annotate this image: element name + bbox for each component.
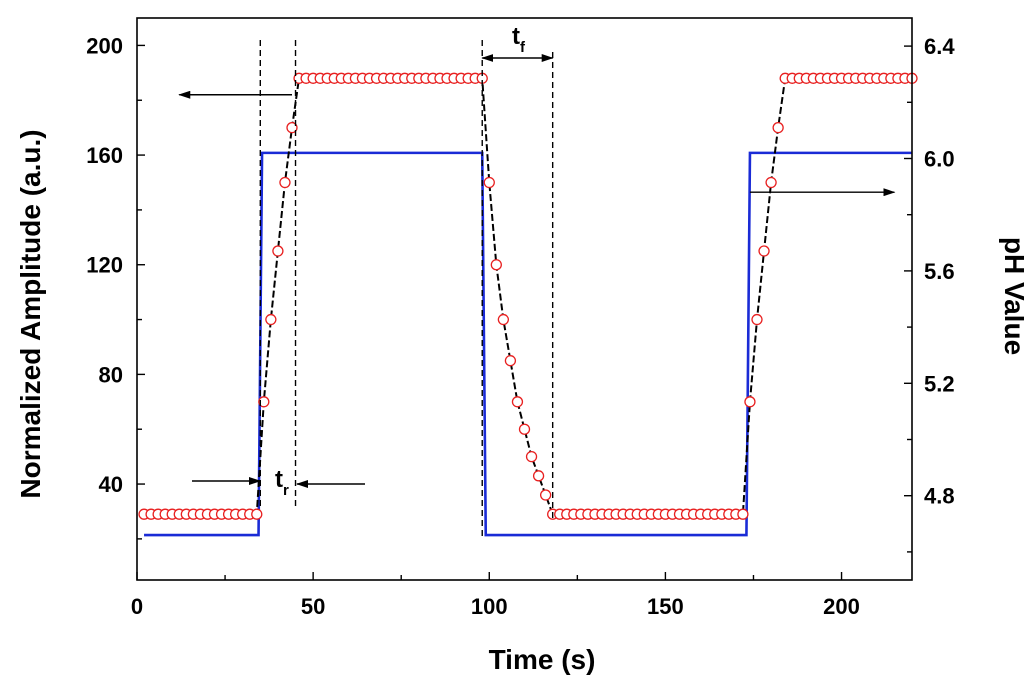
x-tick-label: 150 [647, 594, 684, 619]
series-layer [138, 72, 918, 537]
y-left-axis-title: Normalized Amplitude (a.u.) [15, 129, 46, 498]
y-left-tick-label: 120 [86, 253, 123, 278]
amplitude-point [272, 245, 284, 257]
x-tick-label: 50 [301, 594, 325, 619]
y-right-tick-label: 6.0 [924, 147, 955, 172]
amplitude-point [758, 245, 770, 257]
y-left-tick-label: 80 [99, 362, 123, 387]
fall-time-label: tf [512, 23, 526, 56]
amplitude-point [532, 470, 545, 482]
y-right-tick-label: 4.8 [924, 484, 955, 509]
y-right-axis-title: pH Value [999, 237, 1024, 355]
rise-time-label: tr [275, 466, 289, 499]
amplitude-point [765, 176, 777, 189]
amplitude-point [539, 489, 552, 501]
x-tick-label: 200 [823, 594, 860, 619]
y-right-tick-label: 6.4 [924, 34, 955, 59]
amplitude-point [772, 122, 784, 134]
plot-background [137, 18, 912, 580]
y-right-tick-label: 5.2 [924, 371, 955, 396]
amplitude-point [258, 396, 270, 408]
amplitude-point [251, 508, 263, 520]
axes-layer: 0 50 100 150 200 40 80 120 160 200 4.8 5.2 5.6 6.0 6.4 [86, 17, 955, 619]
amplitude-point [483, 176, 495, 189]
amplitude-point [525, 450, 538, 463]
x-tick-label: 100 [471, 594, 508, 619]
y-left-tick-label: 160 [86, 143, 123, 168]
amplitude-point [490, 259, 502, 271]
amplitude-point [265, 313, 277, 326]
amplitude-point [279, 176, 291, 189]
amplitude-line [144, 77, 912, 516]
x-tick-label: 0 [131, 594, 143, 619]
amplitude-point [744, 396, 756, 408]
y-left-tick-label: 200 [86, 33, 123, 58]
plot-frame [136, 17, 913, 581]
x-axis-title: Time (s) [489, 644, 596, 675]
plot-area [137, 18, 912, 580]
amplitude-point [286, 122, 298, 134]
amplitude-point [737, 508, 749, 520]
annotation-layer [178, 40, 896, 540]
amplitude-point [504, 355, 517, 367]
y-right-tick-label: 5.6 [924, 259, 955, 284]
amplitude-point [751, 313, 763, 326]
y-left-tick-label: 40 [99, 472, 123, 497]
amplitude-point [518, 423, 531, 435]
amplitude-point [497, 313, 510, 326]
amplitude-point [511, 396, 524, 408]
